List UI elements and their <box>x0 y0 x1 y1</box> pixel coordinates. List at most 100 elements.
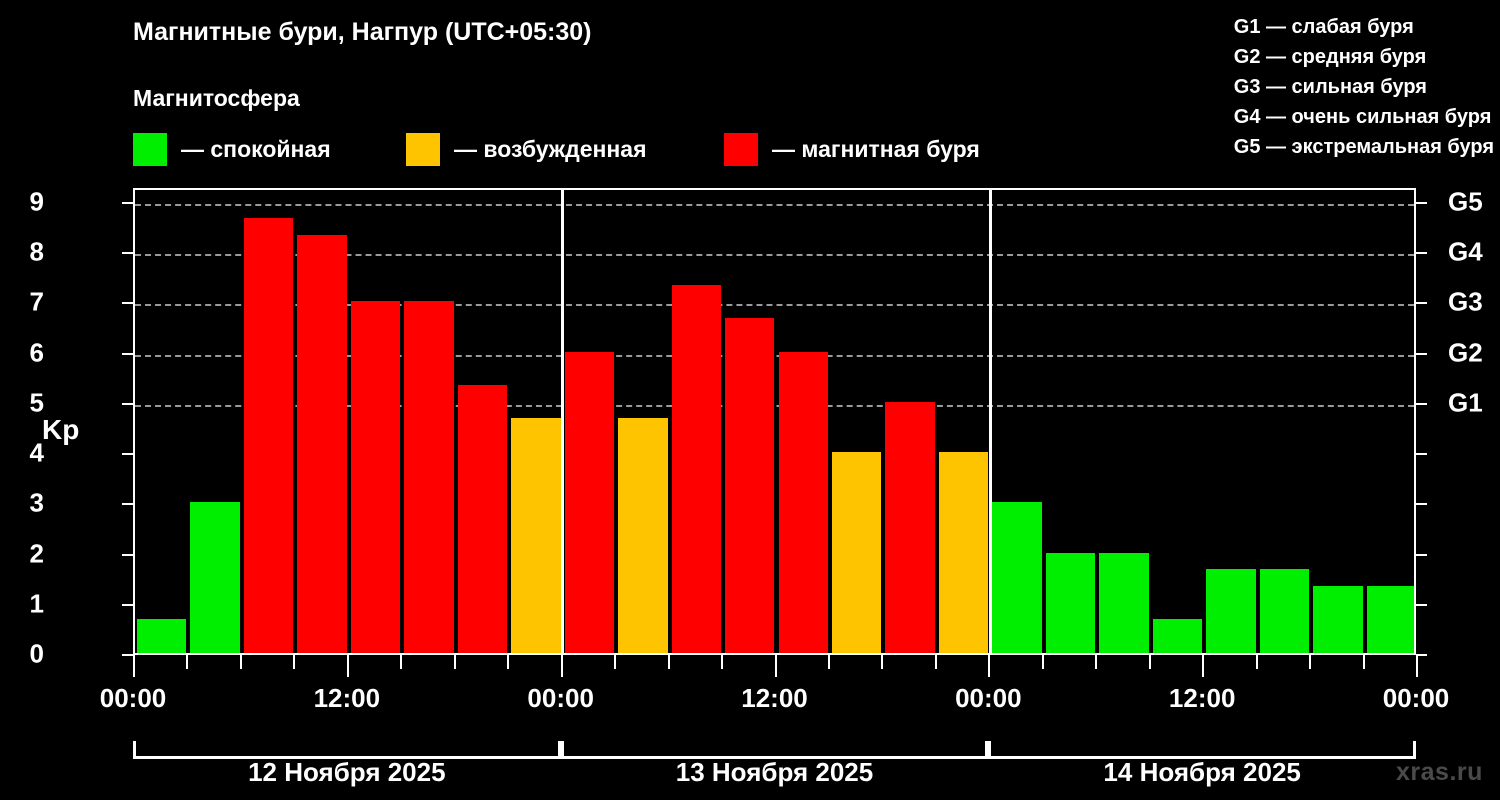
bar-4 <box>297 234 347 653</box>
x-tick-label-10: 12:00 <box>1168 683 1236 713</box>
bar-6 <box>404 301 454 653</box>
watermark: xras.ru <box>1396 758 1483 786</box>
legend-label: — возбужденная <box>454 135 647 162</box>
y-tick-mark-5 <box>122 402 133 405</box>
bar-16 <box>938 452 989 653</box>
g-minor-tick-kp-0 <box>1416 654 1427 656</box>
y-tick-label-3: 3 <box>29 487 44 518</box>
g-minor-tick-kp-4 <box>1416 453 1427 456</box>
bar-19 <box>1099 552 1149 653</box>
g-legend-row-4: G4 — очень сильная буря <box>1233 106 1492 128</box>
g-tick-mark-G4 <box>1416 252 1427 255</box>
y-tick-label-6: 6 <box>29 337 44 368</box>
g-tick-mark-G3 <box>1416 302 1427 305</box>
g-legend-row-5: G5 — экстремальная буря <box>1233 136 1494 158</box>
y-tick-mark-6 <box>122 352 133 355</box>
x-tick-label-12: 00:00 <box>1382 683 1450 713</box>
bar-17 <box>992 502 1042 653</box>
bar-12 <box>725 318 775 653</box>
x-minor-tick-21 <box>1255 655 1258 669</box>
bar-11 <box>671 284 722 653</box>
g-legend-row-1: G1 — слабая буря <box>1233 16 1414 38</box>
bar-2 <box>190 502 240 653</box>
g-tick-label-G4: G4 <box>1448 236 1483 267</box>
y-tick-label-9: 9 <box>29 186 44 217</box>
g-tick-label-G5: G5 <box>1448 186 1483 217</box>
day-bracket-2 <box>560 741 989 759</box>
x-minor-tick-23 <box>1362 655 1365 669</box>
legend-entry-2: — возбужденная <box>406 132 647 166</box>
g-minor-tick-kp-3 <box>1416 503 1427 506</box>
g-tick-label-G1: G1 <box>1448 387 1483 418</box>
x-minor-tick-15 <box>934 655 937 669</box>
legend-swatch-icon <box>133 132 167 166</box>
chart-plot-area <box>133 188 1416 655</box>
y-tick-mark-2 <box>122 553 133 556</box>
legend-entry-1: — спокойная <box>133 132 331 166</box>
x-tick-mark-11 <box>1309 655 1312 669</box>
y-tick-mark-0 <box>122 654 133 656</box>
x-tick-label-8: 00:00 <box>955 683 1022 713</box>
bar-21 <box>1206 569 1256 653</box>
legend-label: — спокойная <box>181 135 331 162</box>
bar-5 <box>350 301 401 653</box>
g-tick-mark-G5 <box>1416 202 1427 204</box>
y-axis-title: Kp <box>42 414 80 445</box>
y-tick-mark-1 <box>122 603 133 606</box>
g-scale-legend: G1 — слабая буря G2 — средняя буря G3 — си… <box>1234 12 1494 162</box>
y-tick-mark-9 <box>122 202 133 204</box>
day-separator-2 <box>988 190 992 653</box>
bar-7 <box>457 385 508 653</box>
x-minor-tick-7 <box>507 655 510 669</box>
y-tick-mark-4 <box>122 453 133 456</box>
bar-series <box>135 190 1414 653</box>
bar-1 <box>137 619 187 653</box>
x-tick-mark-10 <box>1202 655 1205 677</box>
g-tick-mark-G1 <box>1416 402 1427 405</box>
legend-swatch-icon <box>406 132 440 166</box>
x-tick-mark-4 <box>560 655 563 677</box>
legend-swatch-icon <box>724 132 758 166</box>
g-tick-mark-G2 <box>1416 352 1427 355</box>
y-tick-mark-8 <box>122 252 133 255</box>
y-tick-label-5: 5 <box>29 387 44 418</box>
x-minor-tick-5 <box>400 655 403 669</box>
day-label-1: 12 Ноября 2025 <box>248 757 446 787</box>
x-tick-label-2: 12:00 <box>313 683 381 713</box>
x-tick-label-0: 00:00 <box>99 683 167 713</box>
y-tick-mark-3 <box>122 503 133 506</box>
x-tick-mark-6 <box>774 655 777 677</box>
y-tick-label-8: 8 <box>29 236 44 267</box>
bar-24 <box>1366 586 1414 653</box>
y-tick-label-1: 1 <box>29 588 44 619</box>
legend-label: — магнитная буря <box>772 135 980 162</box>
x-tick-mark-5 <box>667 655 670 669</box>
bar-18 <box>1045 552 1096 653</box>
x-tick-mark-9 <box>1095 655 1098 669</box>
g-tick-label-G3: G3 <box>1448 286 1483 317</box>
bar-3 <box>243 217 294 653</box>
y-tick-mark-7 <box>122 302 133 305</box>
bar-22 <box>1259 569 1310 653</box>
day-label-3: 14 Ноября 2025 <box>1103 757 1301 787</box>
x-tick-mark-8 <box>988 655 991 677</box>
page-title: Магнитные бури, Нагпур (UTC+05:30) <box>133 18 592 46</box>
gridline-kp-6 <box>135 354 1414 357</box>
day-bracket-3 <box>988 741 1416 759</box>
x-tick-mark-0 <box>133 655 135 677</box>
x-minor-tick-1 <box>186 655 189 669</box>
g-legend-row-2: G2 — средняя буря <box>1233 46 1427 68</box>
x-minor-tick-3 <box>293 655 296 669</box>
g-minor-tick-kp-1 <box>1416 603 1427 606</box>
day-bracket-1 <box>133 741 561 759</box>
x-minor-tick-9 <box>614 655 617 669</box>
legend-entry-3: — магнитная буря <box>724 132 980 166</box>
x-tick-mark-2 <box>346 655 349 677</box>
x-tick-label-6: 12:00 <box>741 683 808 713</box>
gridline-kp-7 <box>135 304 1414 307</box>
y-tick-label-2: 2 <box>29 538 44 569</box>
x-minor-tick-17 <box>1041 655 1044 669</box>
x-tick-mark-1 <box>239 655 242 669</box>
x-tick-label-4: 00:00 <box>527 683 594 713</box>
bar-13 <box>778 351 828 653</box>
